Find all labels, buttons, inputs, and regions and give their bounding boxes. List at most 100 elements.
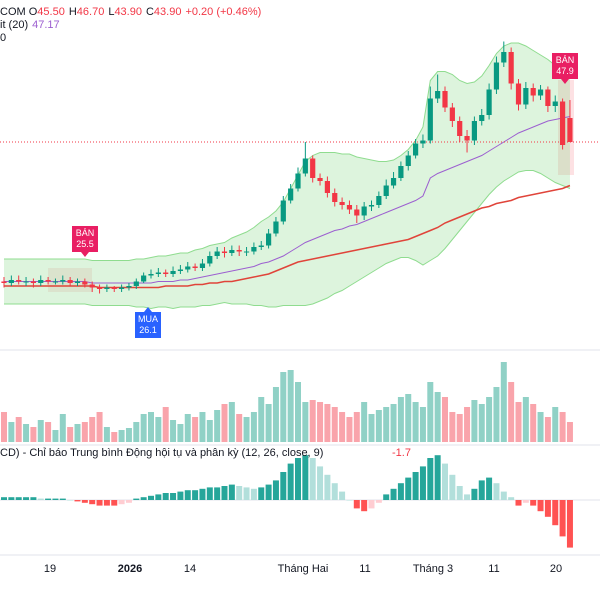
macd-bar [45,498,52,500]
macd-bar [280,472,287,500]
candle-body [155,272,161,274]
macd-bar [199,488,206,500]
macd-bar [74,500,81,502]
macd-bar [368,500,375,509]
volume-bar [170,420,177,442]
candle-body [52,281,59,283]
candle-body [177,269,183,271]
macd-bar [405,477,412,500]
macd-bar [486,477,493,500]
macd-bar [162,493,169,500]
macd-bar [192,490,199,500]
candle-body [192,266,198,268]
candle-body [552,101,558,106]
volume-bar [280,372,287,442]
macd-bar [37,498,44,500]
candle-body [398,166,404,178]
volume-bar [206,420,213,442]
volume-bar [324,404,331,442]
volume-bar [375,410,382,442]
volume-bar [37,420,44,442]
macd-bar [295,458,301,500]
volume-bar [522,397,529,442]
macd-bar [559,500,566,537]
candle-body [479,115,485,121]
macd-bar [537,500,544,512]
candle-body [251,247,257,252]
volume-bar [456,414,463,442]
macd-bar [287,463,294,500]
ohlc-label: O [28,6,38,18]
ohlc-line: COM O45.50 H46.70 L43.90 C43.90 +0.20 (+0.46… [0,6,265,19]
macd-bar [361,500,368,512]
candle-body [229,250,235,253]
volume-bar [45,422,52,442]
macd-bar [544,500,551,517]
volume-bar [125,428,132,442]
macd-bar [412,472,419,500]
macd-bar [515,500,522,506]
ohlc: O45.50 H46.70 L43.90 C43.90 [29,6,186,18]
candle-body [8,280,14,283]
candle-body [390,178,397,186]
candle-body [427,98,433,141]
candle-body [133,281,139,286]
candle-body [560,101,566,145]
volume-bar [81,422,88,442]
volume-bar [177,424,184,442]
volume-bar [52,430,59,442]
macd-bar [96,500,103,506]
candle-body [273,221,279,234]
volume-bar [390,404,397,442]
volume-bar [184,414,191,442]
candle-body [236,250,242,252]
macd-bar [508,497,515,500]
candle-body [545,89,551,106]
candle-body [537,89,544,96]
macd-bar [552,500,559,526]
macd-bar [30,497,37,500]
signal-label: BÁN [76,228,95,238]
candle-body [185,266,191,270]
macd-bar [397,483,404,500]
volume-bar [23,424,30,442]
macd-bar [353,500,360,509]
macd-bar [52,498,59,500]
change: +0.20 (+0.46%) [185,6,262,18]
volume-bar [162,407,169,442]
volume-bar [449,412,456,442]
candle-body [508,52,514,84]
volume-bar [339,412,346,442]
volume-bar [559,412,566,442]
macd-bar [419,466,426,500]
volume-bar [478,404,485,442]
candle-body [258,245,264,247]
volume-bar [515,402,522,442]
volume-bar [111,432,118,442]
volume-bar [67,427,74,442]
macd-bar [243,487,250,500]
macd-bar [464,494,471,500]
macd-bar [265,484,272,500]
volume-bar [405,394,412,442]
volume-bar [412,402,419,442]
volume-bar [96,412,103,442]
volume-bar [397,397,404,442]
volume-bar [199,412,206,442]
volume-bar [89,417,96,442]
macd-bar [383,494,390,500]
volume-bar [265,404,272,442]
volume-bar [302,402,309,442]
volume-bar [258,397,265,442]
macd-bar [317,466,324,500]
ohlc-value: 43.90 [153,6,182,18]
candle-body [435,91,441,99]
macd-value: -1.7 [392,447,411,459]
candle-body [104,287,110,289]
candle-body [332,193,338,202]
candle-body [207,256,213,264]
candle-body [486,89,492,115]
